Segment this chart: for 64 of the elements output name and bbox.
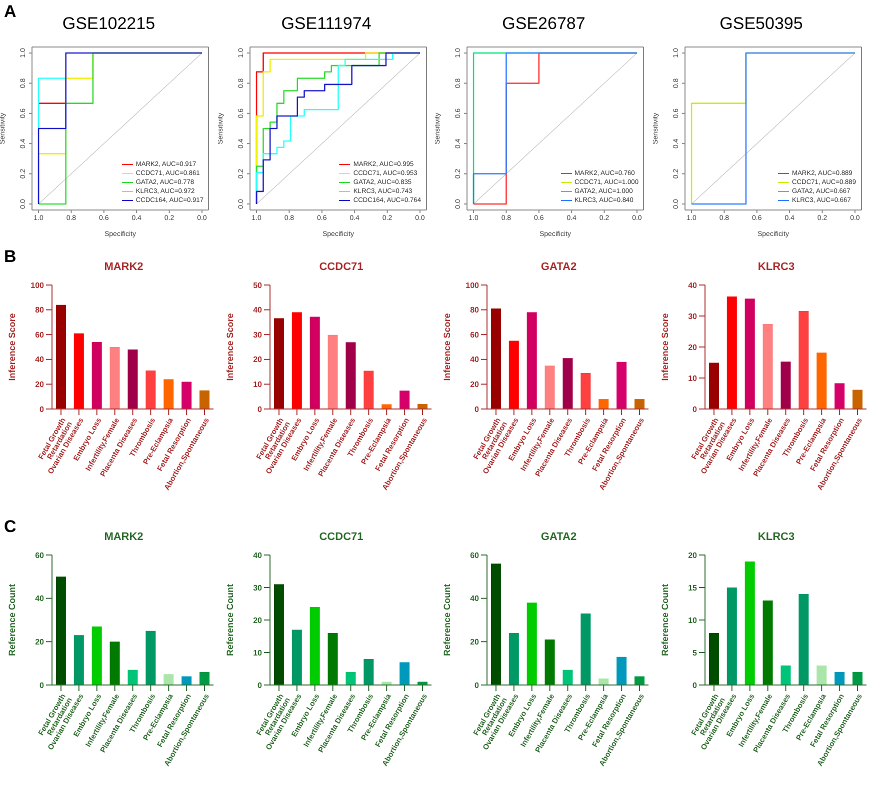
y-axis-title: Inference Score: [7, 313, 18, 381]
chart-title: KLRC3: [756, 261, 796, 273]
y-tick-label: 20: [688, 550, 698, 560]
chart-title: KLRC3: [756, 531, 796, 543]
y-tick-label: 60: [470, 330, 480, 340]
y-tick-label: 40: [688, 280, 698, 290]
y-tick-label: 40: [35, 355, 45, 364]
y-tick-label: 5: [692, 648, 698, 658]
chart-title: GATA2: [540, 531, 578, 543]
y-tick-label: 80: [35, 306, 45, 315]
y-tick-label: 20: [688, 342, 698, 352]
y-tick-label: 0: [257, 404, 262, 414]
y-tick-label: 100: [466, 280, 480, 290]
y-tick-label: 0: [257, 680, 262, 690]
y-tick-label: 80: [470, 306, 480, 315]
y-tick-label: 60: [470, 550, 480, 560]
y-tick-label: 60: [35, 330, 45, 340]
y-tick-label: 0: [40, 680, 45, 690]
text: B: [4, 247, 16, 267]
y-axis-title: Reference Count: [7, 584, 18, 656]
y-tick-label: 20: [470, 380, 480, 390]
y-tick-label: 0: [692, 404, 698, 414]
y-tick-label: 0: [474, 680, 480, 690]
y-tick-label: 20: [35, 638, 45, 647]
y-axis-title: Reference Count: [660, 584, 670, 656]
y-tick-label: 30: [688, 312, 698, 321]
y-tick-label: 40: [35, 594, 45, 604]
chart-title: GSE26787: [501, 14, 586, 34]
chart-title: MARK2: [104, 261, 144, 273]
chart-title: GATA2: [540, 261, 578, 273]
text: C: [4, 517, 16, 537]
y-tick-label: 0: [474, 404, 480, 414]
chart-title: GSE111974: [280, 14, 372, 34]
y-tick-label: 20: [35, 380, 45, 390]
y-tick-label: 15: [688, 583, 698, 592]
y-tick-label: 30: [252, 583, 262, 592]
y-axis-title: Reference Count: [442, 584, 452, 656]
y-tick-label: 10: [688, 616, 698, 625]
chart-title: GSE50395: [718, 14, 804, 34]
y-tick-label: 40: [252, 306, 262, 315]
y-tick-label: 10: [688, 374, 698, 383]
y-tick-label: 20: [252, 355, 262, 364]
y-tick-label: 40: [470, 355, 480, 364]
y-tick-label: 100: [30, 280, 45, 290]
y-tick-label: 20: [252, 616, 262, 625]
y-tick-label: 30: [252, 330, 262, 340]
y-axis-title: Inference Score: [224, 313, 235, 381]
y-axis-title: Reference Count: [224, 584, 235, 656]
chart-title: GSE102215: [62, 14, 156, 33]
y-tick-label: 20: [470, 638, 480, 647]
y-tick-label: 40: [252, 550, 262, 560]
y-axis-title: Inference Score: [660, 313, 670, 381]
y-tick-label: 40: [470, 594, 480, 604]
y-tick-label: 10: [252, 380, 262, 390]
y-tick-label: 0: [692, 680, 698, 690]
chart-title: MARK2: [104, 531, 144, 543]
chart-title: CCDC71: [318, 531, 364, 543]
chart-title: CCDC71: [318, 261, 364, 273]
y-axis-title: Inference Score: [442, 313, 452, 381]
text: A: [4, 2, 16, 22]
y-tick-label: 10: [252, 648, 262, 658]
y-tick-label: 50: [252, 280, 262, 290]
y-tick-label: 60: [35, 550, 45, 560]
y-tick-label: 0: [40, 404, 45, 414]
